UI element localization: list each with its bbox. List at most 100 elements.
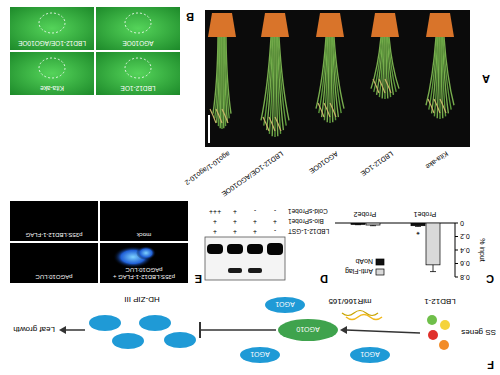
outline — [39, 58, 65, 78]
panicle — [434, 99, 440, 113]
y-tick-label: 0.8 — [460, 274, 470, 281]
y-axis-title: % input — [478, 238, 486, 261]
y-tick — [455, 250, 458, 251]
image-label: p35S:LBD12-1-FLAG — [25, 232, 82, 238]
pot — [371, 13, 399, 37]
image-label: mock — [136, 232, 151, 238]
image — [100, 201, 188, 241]
panicle — [379, 79, 385, 93]
y-tick-label: 0.2 — [460, 233, 470, 240]
panel-label: C — [486, 273, 494, 285]
error-line — [433, 265, 434, 272]
free-probe-band — [227, 244, 243, 254]
bars — [351, 223, 440, 272]
panicle — [324, 103, 330, 117]
protein-label: AGO1 — [360, 351, 380, 358]
panicle — [210, 109, 216, 123]
legend-label: NoAb — [355, 258, 373, 265]
panicle — [428, 99, 434, 113]
protein — [89, 315, 121, 331]
protein — [112, 333, 144, 349]
legend-swatch — [376, 259, 384, 265]
scale-bar — [208, 115, 210, 143]
node-label: miR166/165 — [328, 297, 372, 306]
image — [10, 52, 94, 95]
lane-sign: + — [213, 218, 217, 225]
figure-body: FSS genesLBD12-1AGO1AGO1AGO1AGO10miR166/… — [10, 7, 496, 371]
image-label: p35S:LBD12-1-FLAG + — [112, 274, 175, 280]
x-tick-label: Probe2 — [354, 211, 377, 218]
node-label: HD-ZIP III — [124, 295, 159, 304]
protein — [278, 319, 338, 341]
genotype-label: Kita-ake — [424, 150, 449, 171]
error-bar — [430, 265, 436, 272]
image-label: Kita-ake — [40, 85, 64, 92]
error-cap — [370, 225, 376, 226]
lane-sign: + — [233, 208, 237, 215]
lane-sign: + — [273, 218, 277, 225]
gene-dot — [439, 340, 449, 350]
outline — [125, 13, 151, 33]
luminescence — [136, 246, 156, 260]
genotype-label: AGO10OE — [308, 150, 340, 175]
node-label: LBD12-1 — [424, 297, 456, 306]
panicle — [330, 103, 336, 117]
leaf — [441, 37, 443, 118]
panel-label: B — [186, 11, 194, 23]
image-label: pAGO10:LUC — [35, 274, 73, 280]
genotype-label: ago10-1/ago10-2 — [183, 149, 231, 186]
figure: FSS genesLBD12-1AGO1AGO1AGO1AGO10miR166/… — [0, 0, 500, 375]
error-bar — [370, 225, 376, 227]
y-tick — [455, 236, 458, 237]
image-label: pAGO10:LUC — [125, 267, 163, 273]
y-tick — [455, 223, 458, 224]
free-probe-band — [267, 243, 283, 255]
protein-label: AGO1 — [275, 301, 295, 308]
panicle — [275, 117, 281, 131]
y-tick — [455, 277, 458, 278]
y-tick-label: 0.4 — [460, 247, 470, 254]
protein-label: AGO1 — [250, 351, 270, 358]
protein — [350, 347, 390, 363]
legend-swatch — [376, 269, 384, 275]
blot — [205, 237, 285, 280]
lane-sign: +++ — [209, 208, 221, 215]
leaf — [223, 37, 224, 128]
pot — [316, 13, 344, 37]
free-probe-band — [247, 244, 263, 254]
bar — [411, 223, 425, 226]
error-cap — [430, 271, 436, 272]
lane-sign: + — [253, 228, 257, 235]
arrow — [65, 329, 85, 331]
image — [100, 243, 188, 283]
error-cap — [415, 226, 421, 227]
node-label: Leaf growth — [13, 325, 55, 334]
image-label: AGO10OE — [122, 40, 154, 47]
protein — [240, 347, 280, 363]
mirna-strand — [342, 311, 378, 316]
error-bar — [415, 225, 421, 227]
panel-label: A — [482, 73, 490, 85]
image-label: LBD12-1OE — [120, 85, 156, 92]
error-bar — [355, 224, 361, 225]
free-probe-band — [207, 244, 223, 254]
gene-dot — [440, 320, 450, 330]
error-cap — [355, 224, 361, 225]
outline — [39, 13, 65, 33]
arrow — [346, 330, 420, 333]
leaf — [386, 37, 388, 99]
row-label: LBD12-1-GST — [288, 228, 329, 235]
arrow-head — [340, 326, 347, 334]
pot — [426, 13, 454, 37]
photo — [205, 10, 470, 147]
panel-label: D — [320, 273, 328, 285]
pot — [208, 13, 236, 37]
inhibit-line — [200, 329, 276, 331]
image — [96, 7, 180, 50]
outline — [125, 58, 151, 78]
lane-sign: + — [213, 228, 217, 235]
y-tick-label: 0.6 — [460, 260, 470, 267]
panicle — [222, 109, 228, 123]
leaf — [316, 37, 326, 109]
panel-label: E — [195, 273, 202, 285]
